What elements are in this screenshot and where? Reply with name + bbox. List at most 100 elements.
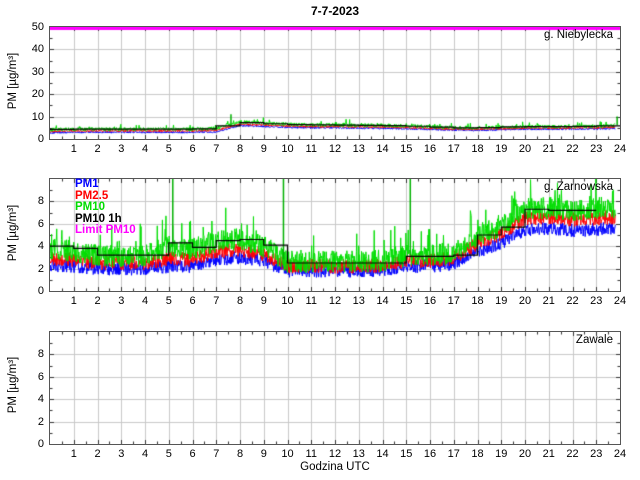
y-tick-label: 10 xyxy=(31,110,44,123)
x-tick-label: 3 xyxy=(118,448,125,460)
x-tick-label: 4 xyxy=(141,143,149,155)
y-tick-label: 40 xyxy=(31,43,44,56)
x-tick-label: 12 xyxy=(328,143,342,155)
x-tick-label: 11 xyxy=(305,448,317,460)
x-tick-label: 6 xyxy=(189,143,196,155)
x-tick-label: 13 xyxy=(352,295,365,307)
x-tick-label: 23 xyxy=(590,295,603,307)
station-label-zawale: Zawale xyxy=(575,334,613,346)
x-tick-label: 17 xyxy=(447,448,460,460)
x-tick-label: 14 xyxy=(376,295,389,307)
x-tick-label: 8 xyxy=(236,448,244,460)
x-tick-label: 1 xyxy=(70,143,77,155)
x-tick-label: 11 xyxy=(305,295,317,307)
legend-item: PM1 xyxy=(75,178,99,190)
x-tick-label: 15 xyxy=(400,143,413,155)
x-tick-label: 2 xyxy=(94,448,101,460)
x-tick-label: 22 xyxy=(566,143,579,155)
x-tick-label: 3 xyxy=(118,295,125,307)
x-tick-label: 5 xyxy=(165,448,172,460)
x-tick-label: 16 xyxy=(423,295,437,307)
x-tick-label: 2 xyxy=(94,143,101,155)
x-tick-label: 9 xyxy=(260,448,267,460)
legend-item: Limit PM10 xyxy=(75,224,136,236)
x-tick-label: 2 xyxy=(94,295,101,307)
x-tick-label: 10 xyxy=(281,295,294,307)
x-tick-label: 7 xyxy=(213,143,220,155)
x-tick-label: 7 xyxy=(213,448,220,460)
legend-item: PM2.5 xyxy=(75,189,109,202)
x-tick-label: 20 xyxy=(518,448,532,460)
x-tick-label: 5 xyxy=(165,295,172,307)
x-tick-label: 1 xyxy=(70,295,77,307)
x-tick-label: 4 xyxy=(141,448,149,460)
x-tick-label: 13 xyxy=(352,448,365,460)
x-tick-label: 6 xyxy=(189,448,196,460)
x-tick-label: 22 xyxy=(566,448,579,460)
plot-canvas-zarnowska xyxy=(50,179,620,291)
x-tick-label: 17 xyxy=(447,295,460,307)
x-axis-label: Godzina UTC xyxy=(300,461,370,473)
x-tick-label: 14 xyxy=(376,143,389,155)
x-tick-label: 18 xyxy=(471,448,484,460)
legend-item: PM10 xyxy=(75,201,106,213)
y-tick-label: 6 xyxy=(37,217,44,230)
y-tick-label: 8 xyxy=(37,195,44,208)
y-tick-label: 30 xyxy=(31,65,44,78)
y-tick-label: 0 xyxy=(37,438,44,450)
y-tick-label: 4 xyxy=(37,240,44,253)
x-tick-label: 24 xyxy=(613,295,627,307)
y-tick-label: 2 xyxy=(37,415,44,428)
station-label-niebylecka: g. Niebylecka xyxy=(543,29,613,41)
x-tick-label: 15 xyxy=(400,448,413,460)
x-tick-label: 15 xyxy=(400,295,413,307)
x-tick-label: 10 xyxy=(281,448,294,460)
y-tick-label: 20 xyxy=(31,88,44,101)
x-tick-label: 18 xyxy=(471,143,484,155)
subplot-niebylecka: g. Niebylecka xyxy=(49,26,621,140)
x-tick-label: 3 xyxy=(118,143,125,155)
x-tick-label: 22 xyxy=(566,295,579,307)
chart-title: 7-7-2023 xyxy=(310,4,360,18)
x-tick-label: 12 xyxy=(328,295,342,307)
x-tick-label: 21 xyxy=(542,295,555,307)
subplot-zawale: Zawale xyxy=(49,331,621,445)
legend-item: PM10 1h xyxy=(75,212,122,225)
x-tick-label: 23 xyxy=(590,448,603,460)
x-tick-label: 1 xyxy=(70,448,77,460)
x-tick-label: 24 xyxy=(613,448,627,460)
x-tick-label: 21 xyxy=(542,143,555,155)
plot-canvas-zawale xyxy=(50,332,620,444)
x-tick-label: 19 xyxy=(495,143,508,155)
x-tick-label: 12 xyxy=(328,448,342,460)
x-tick-label: 8 xyxy=(236,143,244,155)
x-tick-label: 24 xyxy=(613,143,627,155)
x-tick-label: 10 xyxy=(281,143,294,155)
x-tick-label: 4 xyxy=(141,295,149,307)
x-tick-label: 11 xyxy=(305,143,317,155)
x-tick-label: 23 xyxy=(590,143,603,155)
y-tick-label: 0 xyxy=(37,133,44,145)
x-tick-label: 20 xyxy=(518,295,532,307)
x-tick-label: 5 xyxy=(165,143,172,155)
legend: PM1 PM2.5 PM10 PM10 1h Limit PM10 xyxy=(75,178,136,237)
plot-canvas-niebylecka xyxy=(50,27,620,139)
y-tick-label: 8 xyxy=(37,348,44,361)
x-tick-label: 18 xyxy=(471,295,484,307)
x-tick-label: 9 xyxy=(260,143,267,155)
x-tick-label: 16 xyxy=(423,448,437,460)
x-tick-label: 17 xyxy=(447,143,460,155)
x-tick-label: 7 xyxy=(213,295,220,307)
x-tick-label: 20 xyxy=(518,143,532,155)
x-tick-label: 14 xyxy=(376,448,389,460)
x-tick-label: 9 xyxy=(260,295,267,307)
x-tick-label: 21 xyxy=(542,448,555,460)
y-tick-label: 2 xyxy=(37,262,44,275)
x-tick-label: 6 xyxy=(189,295,196,307)
y-tick-label: 4 xyxy=(37,393,44,406)
subplot-zarnowska: PM1 PM2.5 PM10 PM10 1h Limit PM10 g. Zarnows… xyxy=(49,178,621,292)
y-tick-label: 50 xyxy=(31,21,44,33)
x-tick-label: 16 xyxy=(423,143,437,155)
y-tick-label: 6 xyxy=(37,370,44,383)
